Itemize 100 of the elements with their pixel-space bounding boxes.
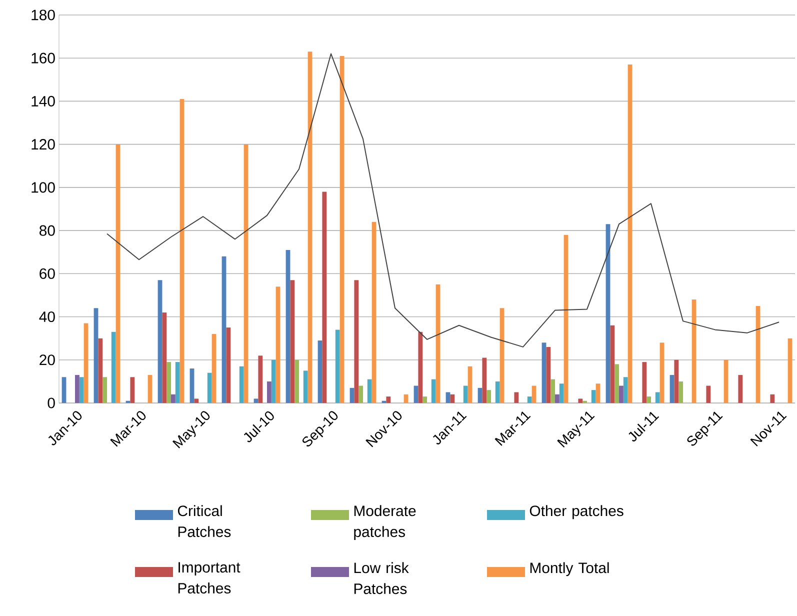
bar	[308, 52, 312, 403]
bar	[463, 386, 468, 403]
bar	[75, 374, 80, 403]
bar	[175, 362, 180, 403]
bar	[431, 379, 436, 403]
bar	[660, 342, 664, 403]
bar	[254, 398, 258, 403]
bar	[290, 280, 295, 403]
legend-label: Low risk Patches	[354, 562, 409, 594]
bar	[628, 64, 632, 403]
bar	[194, 398, 199, 403]
bar	[350, 388, 354, 403]
bar	[478, 388, 482, 403]
bar	[591, 390, 596, 403]
bar	[514, 392, 519, 403]
y-tick-label: 40	[39, 311, 55, 322]
bar	[546, 346, 551, 403]
bar	[267, 381, 272, 403]
y-tick-label: 180	[32, 10, 55, 20]
legend-label: Important Patches	[178, 562, 240, 594]
bar	[303, 370, 308, 403]
bar	[422, 396, 428, 403]
bar	[678, 381, 684, 403]
bar	[692, 300, 696, 403]
bar	[79, 377, 84, 403]
bar	[450, 394, 455, 403]
bar	[500, 308, 504, 403]
bar	[614, 364, 620, 403]
y-tick-label: 100	[32, 182, 55, 193]
bar	[212, 334, 216, 403]
bar	[418, 332, 423, 403]
legend-label: Moderate patches	[354, 505, 416, 540]
bar	[62, 377, 66, 403]
bar	[770, 394, 775, 403]
bar	[354, 280, 359, 403]
bar	[527, 396, 532, 403]
bar	[226, 328, 231, 403]
bar	[171, 394, 176, 403]
y-tick-label: 120	[32, 139, 55, 150]
bar	[94, 308, 98, 403]
bar	[180, 99, 184, 403]
bar	[446, 392, 450, 403]
bar	[294, 360, 300, 403]
bar	[482, 358, 487, 403]
bar	[674, 360, 679, 403]
bar	[436, 284, 440, 403]
bar	[276, 286, 280, 403]
bar	[162, 312, 167, 403]
legend-label: Critical Patches	[178, 505, 231, 538]
bar	[111, 332, 116, 403]
bar	[130, 377, 135, 403]
bar	[788, 338, 792, 403]
bar	[670, 374, 674, 403]
bar	[542, 342, 546, 403]
bar	[642, 362, 647, 403]
bar	[286, 250, 290, 403]
y-tick-label: 60	[40, 268, 55, 279]
bar	[239, 366, 244, 403]
y-tick-label: 20	[40, 354, 55, 366]
bar	[98, 338, 103, 403]
bar	[367, 379, 372, 403]
bar	[756, 306, 760, 403]
bar	[623, 377, 628, 403]
y-tick-label: 160	[32, 52, 55, 64]
bar	[148, 374, 152, 403]
bar	[271, 360, 276, 403]
bar	[532, 386, 536, 403]
bar	[468, 366, 472, 403]
bar	[655, 392, 660, 403]
bar	[258, 356, 263, 403]
bar	[190, 368, 194, 403]
bar	[619, 386, 624, 403]
y-tick-label: 140	[32, 96, 55, 106]
bar	[386, 396, 391, 403]
bar	[596, 384, 600, 403]
bar	[550, 379, 556, 403]
bar	[559, 384, 564, 403]
bar	[414, 386, 418, 403]
y-tick-label: 80	[40, 225, 55, 236]
y-tick-label: 0	[48, 398, 55, 408]
bar	[102, 377, 108, 403]
line-series	[106, 53, 780, 348]
bar	[318, 340, 322, 403]
bar	[166, 362, 172, 403]
bar	[244, 144, 248, 403]
bar	[207, 372, 212, 403]
bar	[738, 374, 743, 403]
bar	[372, 222, 376, 403]
bar	[578, 398, 583, 403]
bar	[222, 256, 226, 403]
bar	[646, 396, 652, 403]
legend-label: Montly Total	[530, 562, 609, 576]
bar	[706, 386, 711, 403]
bar	[486, 390, 492, 403]
bar	[116, 144, 120, 403]
bar	[84, 323, 88, 403]
bar	[335, 330, 340, 403]
bar	[564, 234, 568, 403]
bar	[495, 381, 500, 403]
bar	[322, 192, 327, 403]
